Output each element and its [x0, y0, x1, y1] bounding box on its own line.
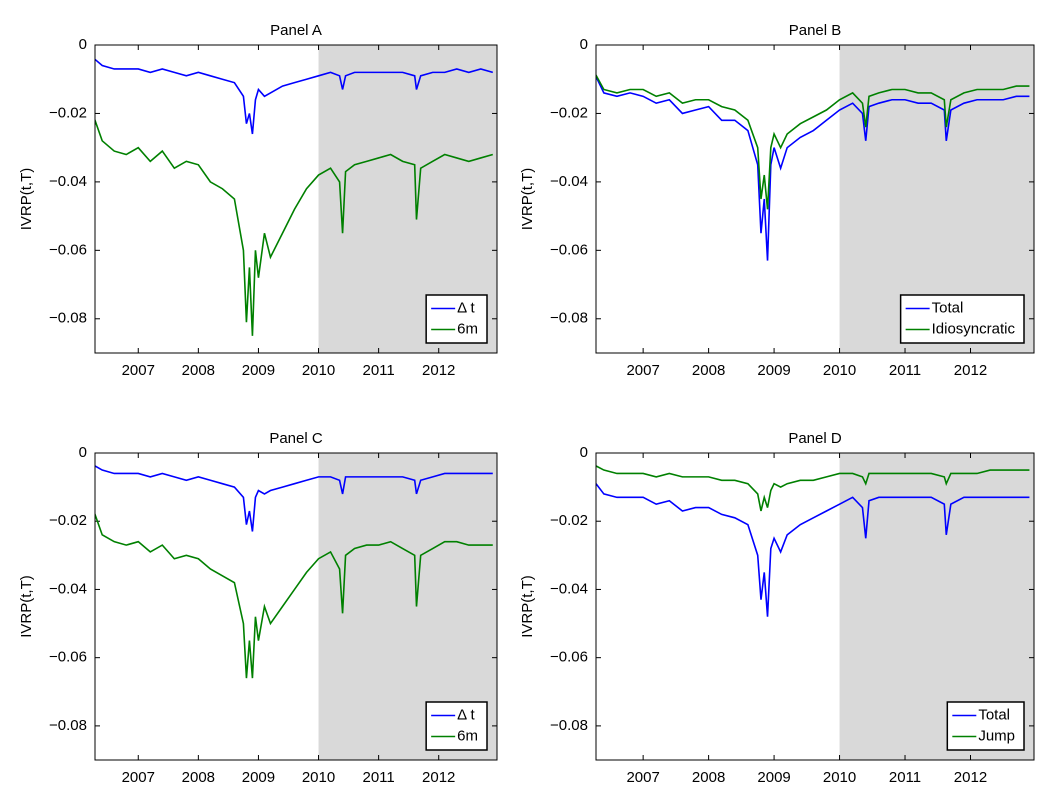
- series-line: [596, 482, 1030, 617]
- y-tick-label: −0.06: [550, 649, 588, 666]
- y-axis-label: IVRP(t,T): [18, 575, 35, 638]
- x-tick-label: 2011: [889, 362, 921, 379]
- legend-label: Jump: [978, 727, 1015, 744]
- legend: Δ t 6m: [425, 701, 488, 751]
- series-line: [95, 117, 494, 336]
- x-tick-label: 2011: [889, 769, 921, 786]
- y-tick-label: −0.06: [550, 241, 588, 258]
- y-tick-label: −0.04: [550, 173, 588, 190]
- y-tick-label: −0.08: [550, 717, 588, 734]
- y-tick-label: −0.06: [49, 241, 87, 258]
- y-tick-label: −0.06: [49, 649, 87, 666]
- legend-box: [946, 701, 1025, 751]
- y-tick-label: −0.02: [550, 512, 588, 529]
- panel: Panel D IVRP(t,T) 0 −0.02 −0.04 −0.06 −0.08 200…: [519, 430, 1035, 786]
- axes-frame: [595, 452, 1035, 761]
- x-tick-label: 2012: [422, 769, 455, 786]
- y-tick-label: −0.04: [49, 580, 87, 597]
- legend: Total Idiosyncratic: [899, 294, 1025, 344]
- x-tick-label: 2007: [122, 362, 155, 379]
- y-tick-label: −0.02: [49, 512, 87, 529]
- x-tick-label: 2009: [242, 362, 275, 379]
- legend: Total Jump: [946, 701, 1025, 751]
- y-tick-label: 0: [580, 36, 588, 53]
- legend-label: Δ t: [457, 299, 475, 316]
- y-axis-label: IVRP(t,T): [519, 168, 536, 231]
- legend-label: Idiosyncratic: [932, 320, 1016, 337]
- legend-label: 6m: [457, 320, 478, 337]
- x-tick-label: 2010: [823, 769, 856, 786]
- y-tick-label: −0.02: [550, 104, 588, 121]
- panel-title: Panel A: [270, 22, 322, 39]
- x-tick-label: 2012: [954, 362, 987, 379]
- legend-box: [425, 701, 488, 751]
- legend-label: Total: [978, 706, 1010, 723]
- series-line: [596, 73, 1030, 210]
- y-tick-label: −0.04: [49, 173, 87, 190]
- legend-label: Δ t: [457, 706, 475, 723]
- y-tick-label: 0: [79, 444, 87, 461]
- panel-title: Panel C: [269, 430, 323, 447]
- y-tick-label: 0: [580, 444, 588, 461]
- series-line: [596, 74, 1030, 261]
- panel: Panel B IVRP(t,T) 0 −0.02 −0.04 −0.06 −0.08 200…: [519, 22, 1035, 379]
- x-tick-label: 2009: [242, 769, 275, 786]
- y-axis-label: IVRP(t,T): [519, 575, 536, 638]
- axes-frame: [94, 452, 498, 761]
- x-tick-label: 2008: [692, 769, 725, 786]
- panel-title: Panel B: [789, 22, 842, 39]
- panel-title: Panel D: [788, 430, 842, 447]
- y-tick-label: −0.08: [49, 717, 87, 734]
- y-tick-label: −0.04: [550, 580, 588, 597]
- y-tick-label: 0: [79, 36, 87, 53]
- series-line: [95, 512, 493, 679]
- series-line: [95, 58, 494, 135]
- x-tick-label: 2008: [182, 362, 215, 379]
- x-tick-label: 2011: [362, 362, 394, 379]
- x-tick-label: 2008: [182, 769, 215, 786]
- panel: Panel A IVRP(t,T) 0 −0.02 −0.04 −0.06 −0.08 200…: [18, 22, 498, 379]
- axes-frame: [94, 44, 498, 354]
- axes-frame: [595, 44, 1035, 354]
- x-tick-label: 2007: [122, 769, 155, 786]
- x-tick-label: 2012: [954, 769, 987, 786]
- y-tick-label: −0.08: [550, 310, 588, 327]
- y-tick-label: −0.02: [49, 104, 87, 121]
- x-tick-label: 2007: [626, 769, 659, 786]
- x-tick-label: 2011: [362, 769, 394, 786]
- x-tick-label: 2007: [626, 362, 659, 379]
- legend-label: Total: [932, 299, 964, 316]
- y-tick-label: −0.08: [49, 310, 87, 327]
- legend: Δ t 6m: [425, 294, 488, 344]
- x-tick-label: 2010: [302, 362, 335, 379]
- x-tick-label: 2008: [692, 362, 725, 379]
- series-line: [95, 465, 493, 532]
- legend-box: [425, 294, 488, 344]
- x-tick-label: 2009: [757, 362, 790, 379]
- x-tick-label: 2012: [422, 362, 455, 379]
- series-line: [596, 465, 1030, 512]
- legend-label: 6m: [457, 727, 478, 744]
- legend-box: [899, 294, 1025, 344]
- x-tick-label: 2010: [823, 362, 856, 379]
- x-tick-label: 2009: [757, 769, 790, 786]
- x-tick-label: 2010: [302, 769, 335, 786]
- y-axis-label: IVRP(t,T): [18, 168, 35, 231]
- panel: Panel C IVRP(t,T) 0 −0.02 −0.04 −0.06 −0.08 200…: [18, 430, 498, 786]
